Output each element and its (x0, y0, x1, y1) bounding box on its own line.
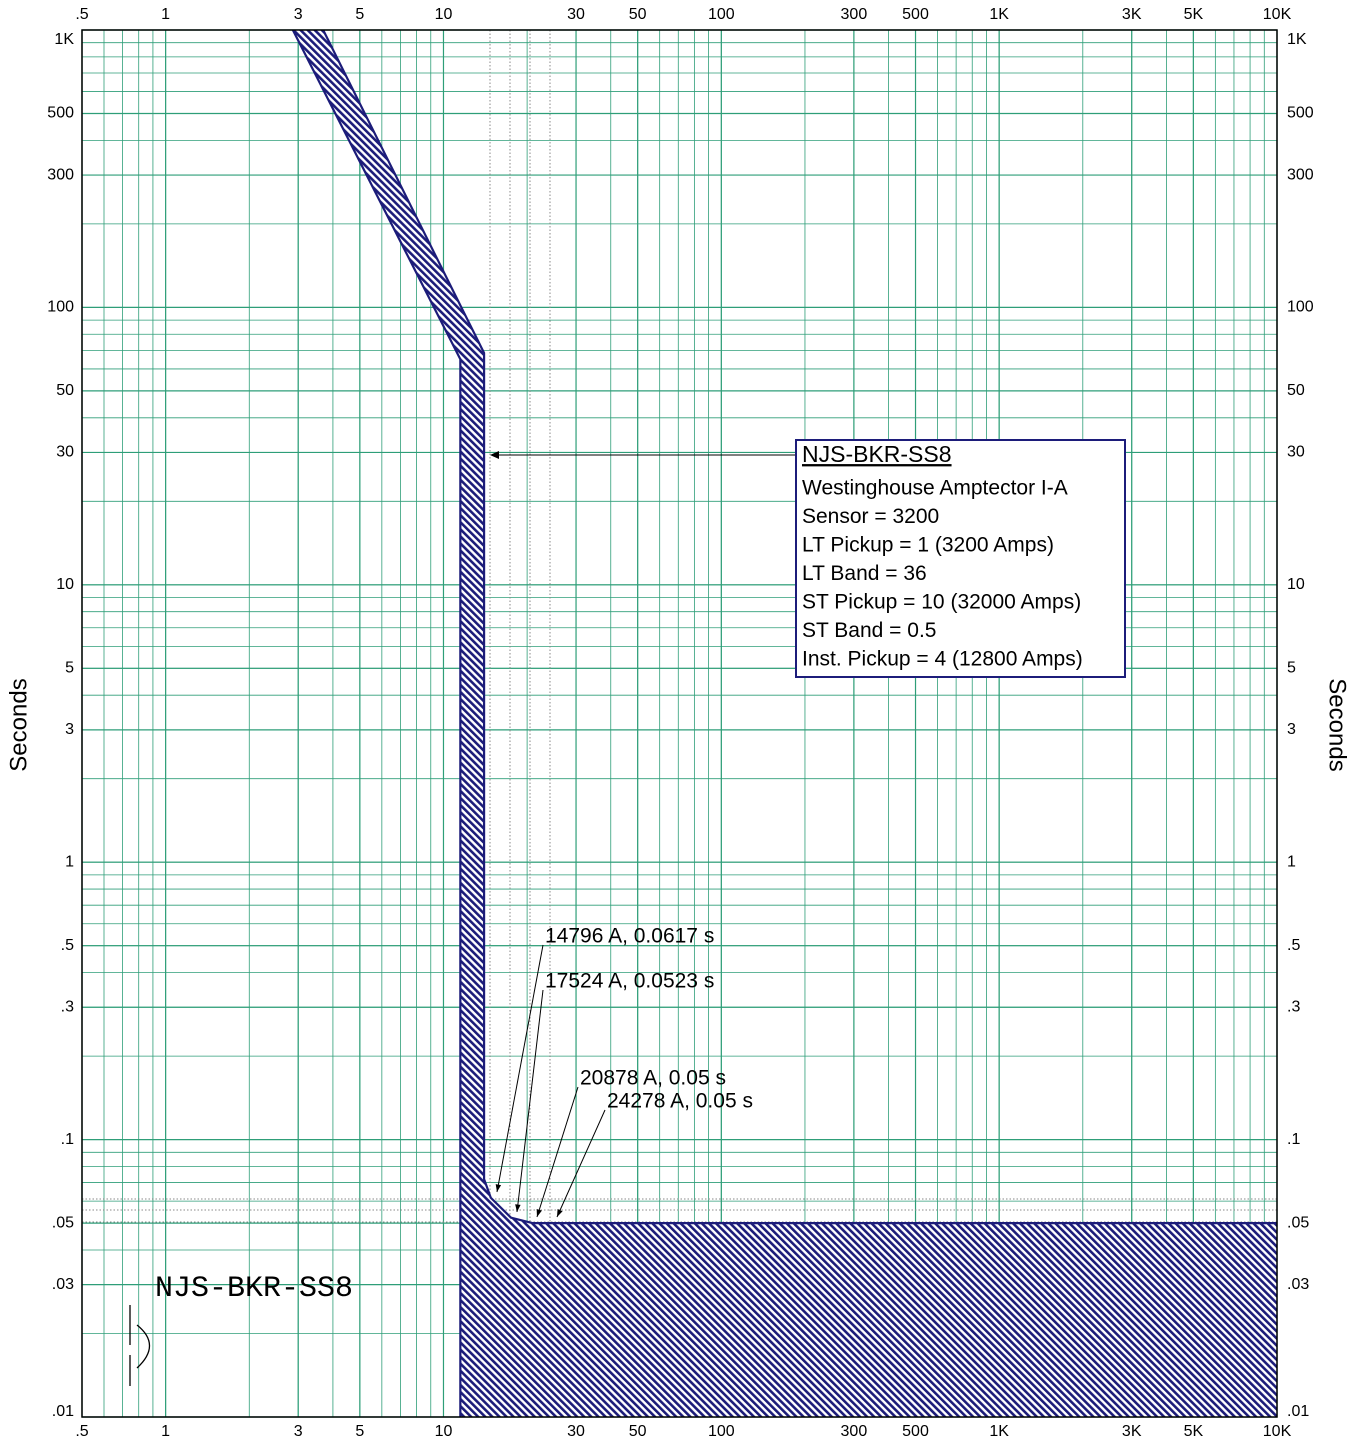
x-tick-label-bottom: 1K (989, 1423, 1009, 1440)
y-tick-label: 1K (54, 31, 74, 48)
y-tick-label: .3 (61, 998, 74, 1015)
x-tick-label-bottom: 3 (294, 1423, 303, 1440)
annotation: 17524 A, 0.0523 s (545, 970, 714, 993)
label-box-line: LT Band = 36 (802, 562, 927, 585)
band-edge (322, 29, 1277, 1225)
x-tick-label: 1K (989, 6, 1009, 23)
y-tick-label: .1 (61, 1131, 74, 1148)
x-tick-label-bottom: 50 (629, 1423, 647, 1440)
annotation-leader (516, 989, 544, 1213)
plot-frame (81, 29, 1278, 1418)
y-tick-label-right: 1 (1287, 853, 1296, 870)
annotation: 14796 A, 0.0617 s (545, 925, 714, 948)
x-tick-label-bottom: 1 (161, 1423, 170, 1440)
annotation-leader (536, 1086, 579, 1218)
y-tick-label: 500 (47, 105, 74, 122)
y-tick-label: 10 (56, 576, 74, 593)
label-box-line: Sensor = 3200 (802, 505, 939, 528)
x-tick-label: 300 (841, 6, 868, 23)
marks (82, 29, 1277, 1417)
y-tick-label-right: .1 (1287, 1131, 1300, 1148)
label-box (795, 439, 1126, 678)
y-tick-label: 30 (56, 444, 74, 461)
x-tick-label: 10K (1263, 6, 1292, 23)
x-tick-label-bottom: 30 (567, 1423, 585, 1440)
y-tick-label: .03 (52, 1276, 74, 1293)
x-tick-label-bottom: 500 (902, 1423, 929, 1440)
x-tick-label: 100 (708, 6, 735, 23)
label-box-title: NJS-BKR-SS8 (802, 441, 952, 467)
x-tick-label: 30 (567, 6, 585, 23)
x-tick-label: 10 (435, 6, 453, 23)
x-tick-label: 1 (161, 6, 170, 23)
x-tick-label-bottom: 300 (841, 1423, 868, 1440)
y-tick-label-right: 1K (1287, 31, 1307, 48)
x-tick-label: 3K (1122, 6, 1142, 23)
label-box-line: LT Pickup = 1 (3200 Amps) (802, 534, 1054, 557)
x-tick-label-bottom: 3K (1122, 1423, 1142, 1440)
x-tick-label: 50 (629, 6, 647, 23)
x-tick-label-bottom: 10 (435, 1423, 453, 1440)
y-tick-label: 3 (65, 721, 74, 738)
annotation-arrow (515, 1204, 521, 1212)
y-tick-label-right: 10 (1287, 576, 1305, 593)
y-tick-label-right: 30 (1287, 444, 1305, 461)
annotation-arrow (557, 1209, 563, 1217)
y-tick-label-right: 3 (1287, 721, 1296, 738)
x-tick-label-bottom: 5 (355, 1423, 364, 1440)
y-axis-label: Seconds (5, 678, 32, 771)
y-tick-label: 100 (47, 299, 74, 316)
y-tick-label: .05 (52, 1214, 74, 1231)
label-box-line: Inst. Pickup = 4 (12800 Amps) (802, 648, 1083, 671)
label-box-line: ST Band = 0.5 (802, 619, 936, 642)
x-tick-label-bottom: 10K (1263, 1423, 1292, 1440)
x-tick-label-bottom: 100 (708, 1423, 735, 1440)
y-tick-label-right: 100 (1287, 299, 1314, 316)
annotation: 20878 A, 0.05 s (580, 1067, 726, 1090)
band-fill (292, 30, 1277, 1417)
y-tick-label: 5 (65, 660, 74, 677)
y-tick-label-right: .5 (1287, 937, 1300, 954)
device-label: NJS-BKR-SS8 (155, 1272, 353, 1306)
y-tick-label-right: 5 (1287, 660, 1296, 677)
y-tick-label: 1 (65, 853, 74, 870)
y-tick-label-right: 50 (1287, 382, 1305, 399)
y-tick-label-right: .05 (1287, 1214, 1309, 1231)
x-tick-label: 5 (355, 6, 364, 23)
y-tick-label-right: 500 (1287, 105, 1314, 122)
x-tick-label-bottom: 5K (1184, 1423, 1204, 1440)
pointer-arrow (490, 451, 499, 459)
label-box-line: ST Pickup = 10 (32000 Amps) (802, 591, 1081, 614)
y-tick-label: 300 (47, 166, 74, 183)
x-tick-label: .5 (75, 6, 88, 23)
grid (81, 29, 1278, 1418)
x-tick-label: 500 (902, 6, 929, 23)
annotation: 24278 A, 0.05 s (607, 1090, 753, 1113)
x-tick-label-bottom: .5 (75, 1423, 88, 1440)
y-axis-label-right: Seconds (1324, 678, 1351, 771)
annotation-arrow (536, 1209, 542, 1217)
y-tick-label: 50 (56, 382, 74, 399)
annotation-arrow (495, 1184, 502, 1192)
y-tick-label: .5 (61, 937, 74, 954)
breaker-symbol (129, 1305, 151, 1386)
y-tick-label-right: .03 (1287, 1276, 1309, 1293)
y-tick-label-right: .3 (1287, 998, 1300, 1015)
x-tick-label: 3 (294, 6, 303, 23)
y-tick-label-right: .01 (1287, 1403, 1309, 1420)
y-tick-label-right: 300 (1287, 166, 1314, 183)
y-tick-label: .01 (52, 1403, 74, 1420)
x-tick-label: 5K (1184, 6, 1204, 23)
annotation-leader (496, 944, 544, 1193)
annotation-leader (556, 1109, 606, 1218)
band-edge (291, 29, 462, 1417)
label-box-line: Westinghouse Amptector I-A (802, 477, 1068, 500)
